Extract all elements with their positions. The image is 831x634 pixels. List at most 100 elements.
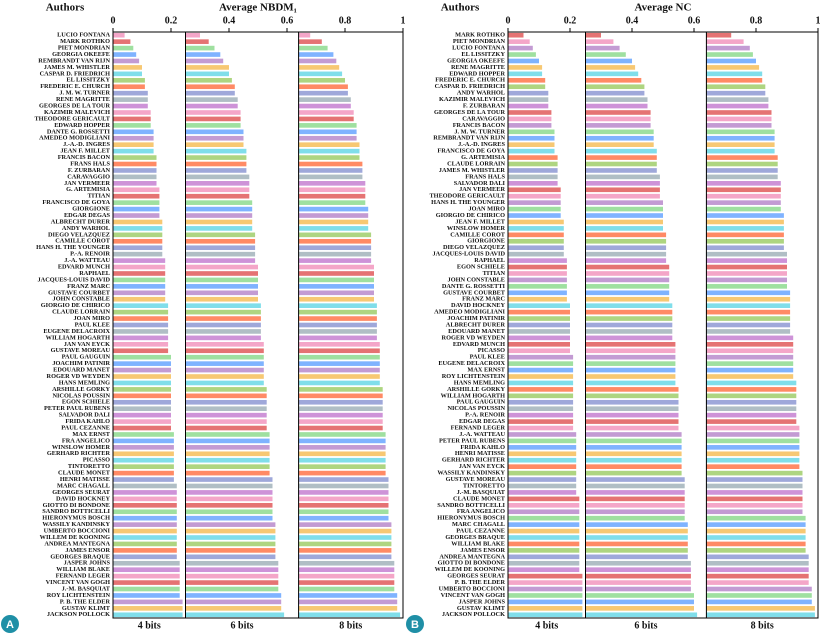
x-tick-label: 0.6 bbox=[688, 15, 701, 26]
bar bbox=[508, 335, 570, 341]
authors-header: Authors bbox=[46, 2, 85, 14]
bar bbox=[585, 393, 679, 399]
x-tick-label: 0.6 bbox=[281, 15, 294, 26]
bar bbox=[298, 97, 351, 102]
author-name: EGON SCHIELE bbox=[457, 263, 505, 270]
bar bbox=[298, 181, 366, 186]
bar bbox=[585, 32, 601, 38]
author-name: EDGAR DEGAS bbox=[64, 212, 111, 219]
bar bbox=[585, 412, 679, 418]
bar bbox=[298, 296, 374, 302]
author-name: J.-A.-D. INGRES bbox=[63, 141, 110, 148]
author-name: WILLIAM BLAKE bbox=[451, 540, 505, 547]
bar bbox=[706, 329, 791, 334]
bar bbox=[585, 271, 670, 276]
bar bbox=[185, 502, 273, 508]
bar bbox=[508, 496, 580, 502]
bar bbox=[113, 432, 174, 437]
bar bbox=[113, 367, 171, 373]
author-name: FRANZ MARC bbox=[462, 296, 505, 303]
bar bbox=[113, 303, 169, 308]
bar bbox=[298, 515, 389, 521]
bar bbox=[113, 535, 177, 540]
bar bbox=[585, 599, 694, 605]
bar bbox=[508, 181, 558, 186]
bar bbox=[706, 123, 772, 128]
bar bbox=[298, 509, 389, 515]
bar bbox=[185, 464, 270, 469]
author-name: PETER PAUL RUBENS bbox=[439, 437, 506, 444]
bar bbox=[298, 148, 360, 154]
bar bbox=[585, 567, 691, 573]
bar bbox=[585, 464, 682, 469]
author-name: MARK ROTHKO bbox=[60, 38, 110, 45]
bar bbox=[185, 560, 279, 566]
bar bbox=[298, 541, 392, 547]
bar bbox=[298, 432, 386, 437]
bar bbox=[585, 573, 691, 579]
bar bbox=[508, 554, 580, 560]
bar bbox=[508, 354, 574, 360]
author-name: DANTE G. ROSSETTI bbox=[442, 283, 506, 290]
author-name: KAZIMIR MALEVICH bbox=[44, 109, 110, 116]
bar bbox=[298, 419, 383, 424]
author-name: FERNAND LEGER bbox=[56, 573, 111, 580]
bar bbox=[585, 522, 688, 527]
bar bbox=[298, 425, 383, 431]
bar bbox=[185, 135, 244, 141]
bar bbox=[113, 586, 180, 592]
bar bbox=[508, 65, 543, 70]
bar bbox=[508, 509, 580, 515]
author-name: CARAVAGGIO bbox=[67, 173, 110, 180]
bar bbox=[185, 567, 279, 573]
bar bbox=[585, 612, 698, 618]
bar bbox=[298, 412, 383, 418]
bar bbox=[706, 251, 787, 257]
author-name: LUCIO FONTANA bbox=[57, 32, 110, 39]
bar bbox=[298, 374, 380, 379]
bar bbox=[508, 123, 552, 128]
bar bbox=[298, 567, 395, 573]
author-name: RENE MAGRITTE bbox=[451, 64, 505, 71]
bar bbox=[508, 419, 574, 424]
column-label: 4 bits bbox=[535, 620, 558, 631]
bar bbox=[113, 593, 180, 598]
bar bbox=[185, 123, 241, 128]
bar bbox=[508, 77, 546, 83]
bar bbox=[298, 464, 386, 469]
bar bbox=[585, 90, 645, 96]
bar bbox=[706, 509, 803, 515]
bar bbox=[508, 432, 577, 437]
bar bbox=[706, 451, 800, 457]
author-name: PIET MONDRIAN bbox=[58, 45, 111, 52]
author-name: WILLIAM HOGARTH bbox=[441, 392, 505, 399]
bar bbox=[185, 45, 215, 51]
bar bbox=[113, 45, 134, 51]
bar bbox=[113, 380, 171, 386]
bar bbox=[706, 457, 800, 463]
bar bbox=[585, 226, 663, 231]
bar bbox=[298, 219, 369, 225]
bar bbox=[508, 412, 574, 418]
author-name: REMBRANDT VAN RIJN bbox=[38, 57, 110, 64]
bar bbox=[298, 354, 380, 360]
author-name: EUGENE DELACROIX bbox=[43, 328, 110, 335]
bar bbox=[706, 65, 760, 70]
bar bbox=[185, 329, 261, 334]
author-name: J. M. W. TURNER bbox=[59, 90, 110, 97]
panel-label: B bbox=[411, 619, 419, 631]
bar bbox=[113, 296, 166, 302]
author-name: GEORGES DE LA TOUR bbox=[39, 103, 110, 110]
bar bbox=[113, 65, 142, 70]
author-name: DANTE G. ROSSETTI bbox=[47, 128, 111, 135]
bar bbox=[113, 129, 154, 135]
bar bbox=[298, 309, 377, 315]
author-name: FRANS HALS bbox=[70, 160, 110, 167]
bar bbox=[706, 477, 803, 482]
bar bbox=[585, 560, 691, 566]
bar bbox=[585, 58, 632, 64]
bar bbox=[298, 238, 372, 244]
bar bbox=[585, 541, 688, 547]
bar bbox=[508, 116, 552, 122]
bar bbox=[706, 135, 775, 141]
